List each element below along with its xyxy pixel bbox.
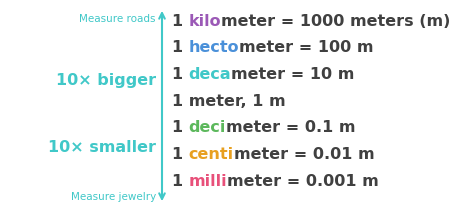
Text: 1: 1: [172, 174, 189, 189]
Text: centi: centi: [189, 147, 234, 162]
Text: meter = 0.001 m: meter = 0.001 m: [228, 174, 379, 189]
Text: meter = 10 m: meter = 10 m: [231, 67, 355, 82]
Text: 1: 1: [172, 120, 189, 135]
Text: deca: deca: [189, 67, 231, 82]
Text: 1 meter, 1 m: 1 meter, 1 m: [172, 94, 286, 109]
Text: 10× smaller: 10× smaller: [48, 141, 156, 155]
Text: 10× bigger: 10× bigger: [56, 73, 156, 88]
Text: meter = 0.01 m: meter = 0.01 m: [234, 147, 374, 162]
Text: meter = 100 m: meter = 100 m: [239, 40, 374, 55]
Text: 1: 1: [172, 147, 189, 162]
Text: 1: 1: [172, 67, 189, 82]
Text: kilo: kilo: [189, 14, 221, 29]
Text: deci: deci: [189, 120, 226, 135]
Text: Measure roads: Measure roads: [80, 14, 156, 24]
Text: 1: 1: [172, 40, 189, 55]
Text: 1: 1: [172, 14, 189, 29]
Text: Measure jewelry: Measure jewelry: [71, 192, 156, 202]
Text: meter = 1000 meters (m): meter = 1000 meters (m): [221, 14, 451, 29]
Text: meter = 0.1 m: meter = 0.1 m: [226, 120, 356, 135]
Text: hecto: hecto: [189, 40, 239, 55]
Text: milli: milli: [189, 174, 228, 189]
